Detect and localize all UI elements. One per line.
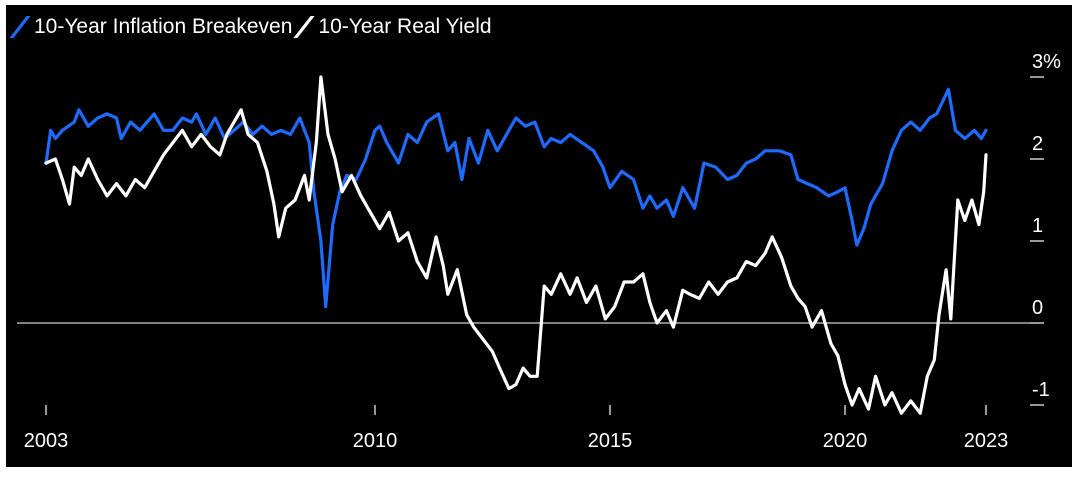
x-tick-label: 2003 [24,430,69,452]
chart-panel: 10-Year Inflation Breakeven 10-Year Real… [6,5,1072,467]
series-line-breakeven [44,87,988,309]
x-tick-label: 2010 [353,430,398,452]
y-axis: 3% 2 1 0 -1 [1030,51,1061,406]
legend-label-breakeven: 10-Year Inflation Breakeven [34,15,293,38]
x-axis: 2003 2010 2015 2020 2023 [24,405,1009,452]
y-tick-label: 1 [1032,215,1043,237]
series-line-real-yield [44,75,988,415]
y-tick-label: 2 [1032,133,1043,155]
y-tick-label: 0 [1032,297,1043,319]
legend-item-real-yield: 10-Year Real Yield [293,15,492,39]
x-tick-label: 2023 [964,430,1009,452]
line-chart: 3% 2 1 0 -1 2003 2010 2015 2020 2023 [17,51,1061,452]
x-tick-label: 2020 [823,430,868,452]
y-tick-label: 3% [1032,51,1061,73]
series-layer [44,75,988,415]
chart-legend: 10-Year Inflation Breakeven 10-Year Real… [9,15,492,39]
legend-item-breakeven: 10-Year Inflation Breakeven [9,15,293,39]
y-tick-label: -1 [1032,379,1050,401]
legend-label-real-yield: 10-Year Real Yield [318,15,492,38]
x-tick-label: 2015 [588,430,633,452]
